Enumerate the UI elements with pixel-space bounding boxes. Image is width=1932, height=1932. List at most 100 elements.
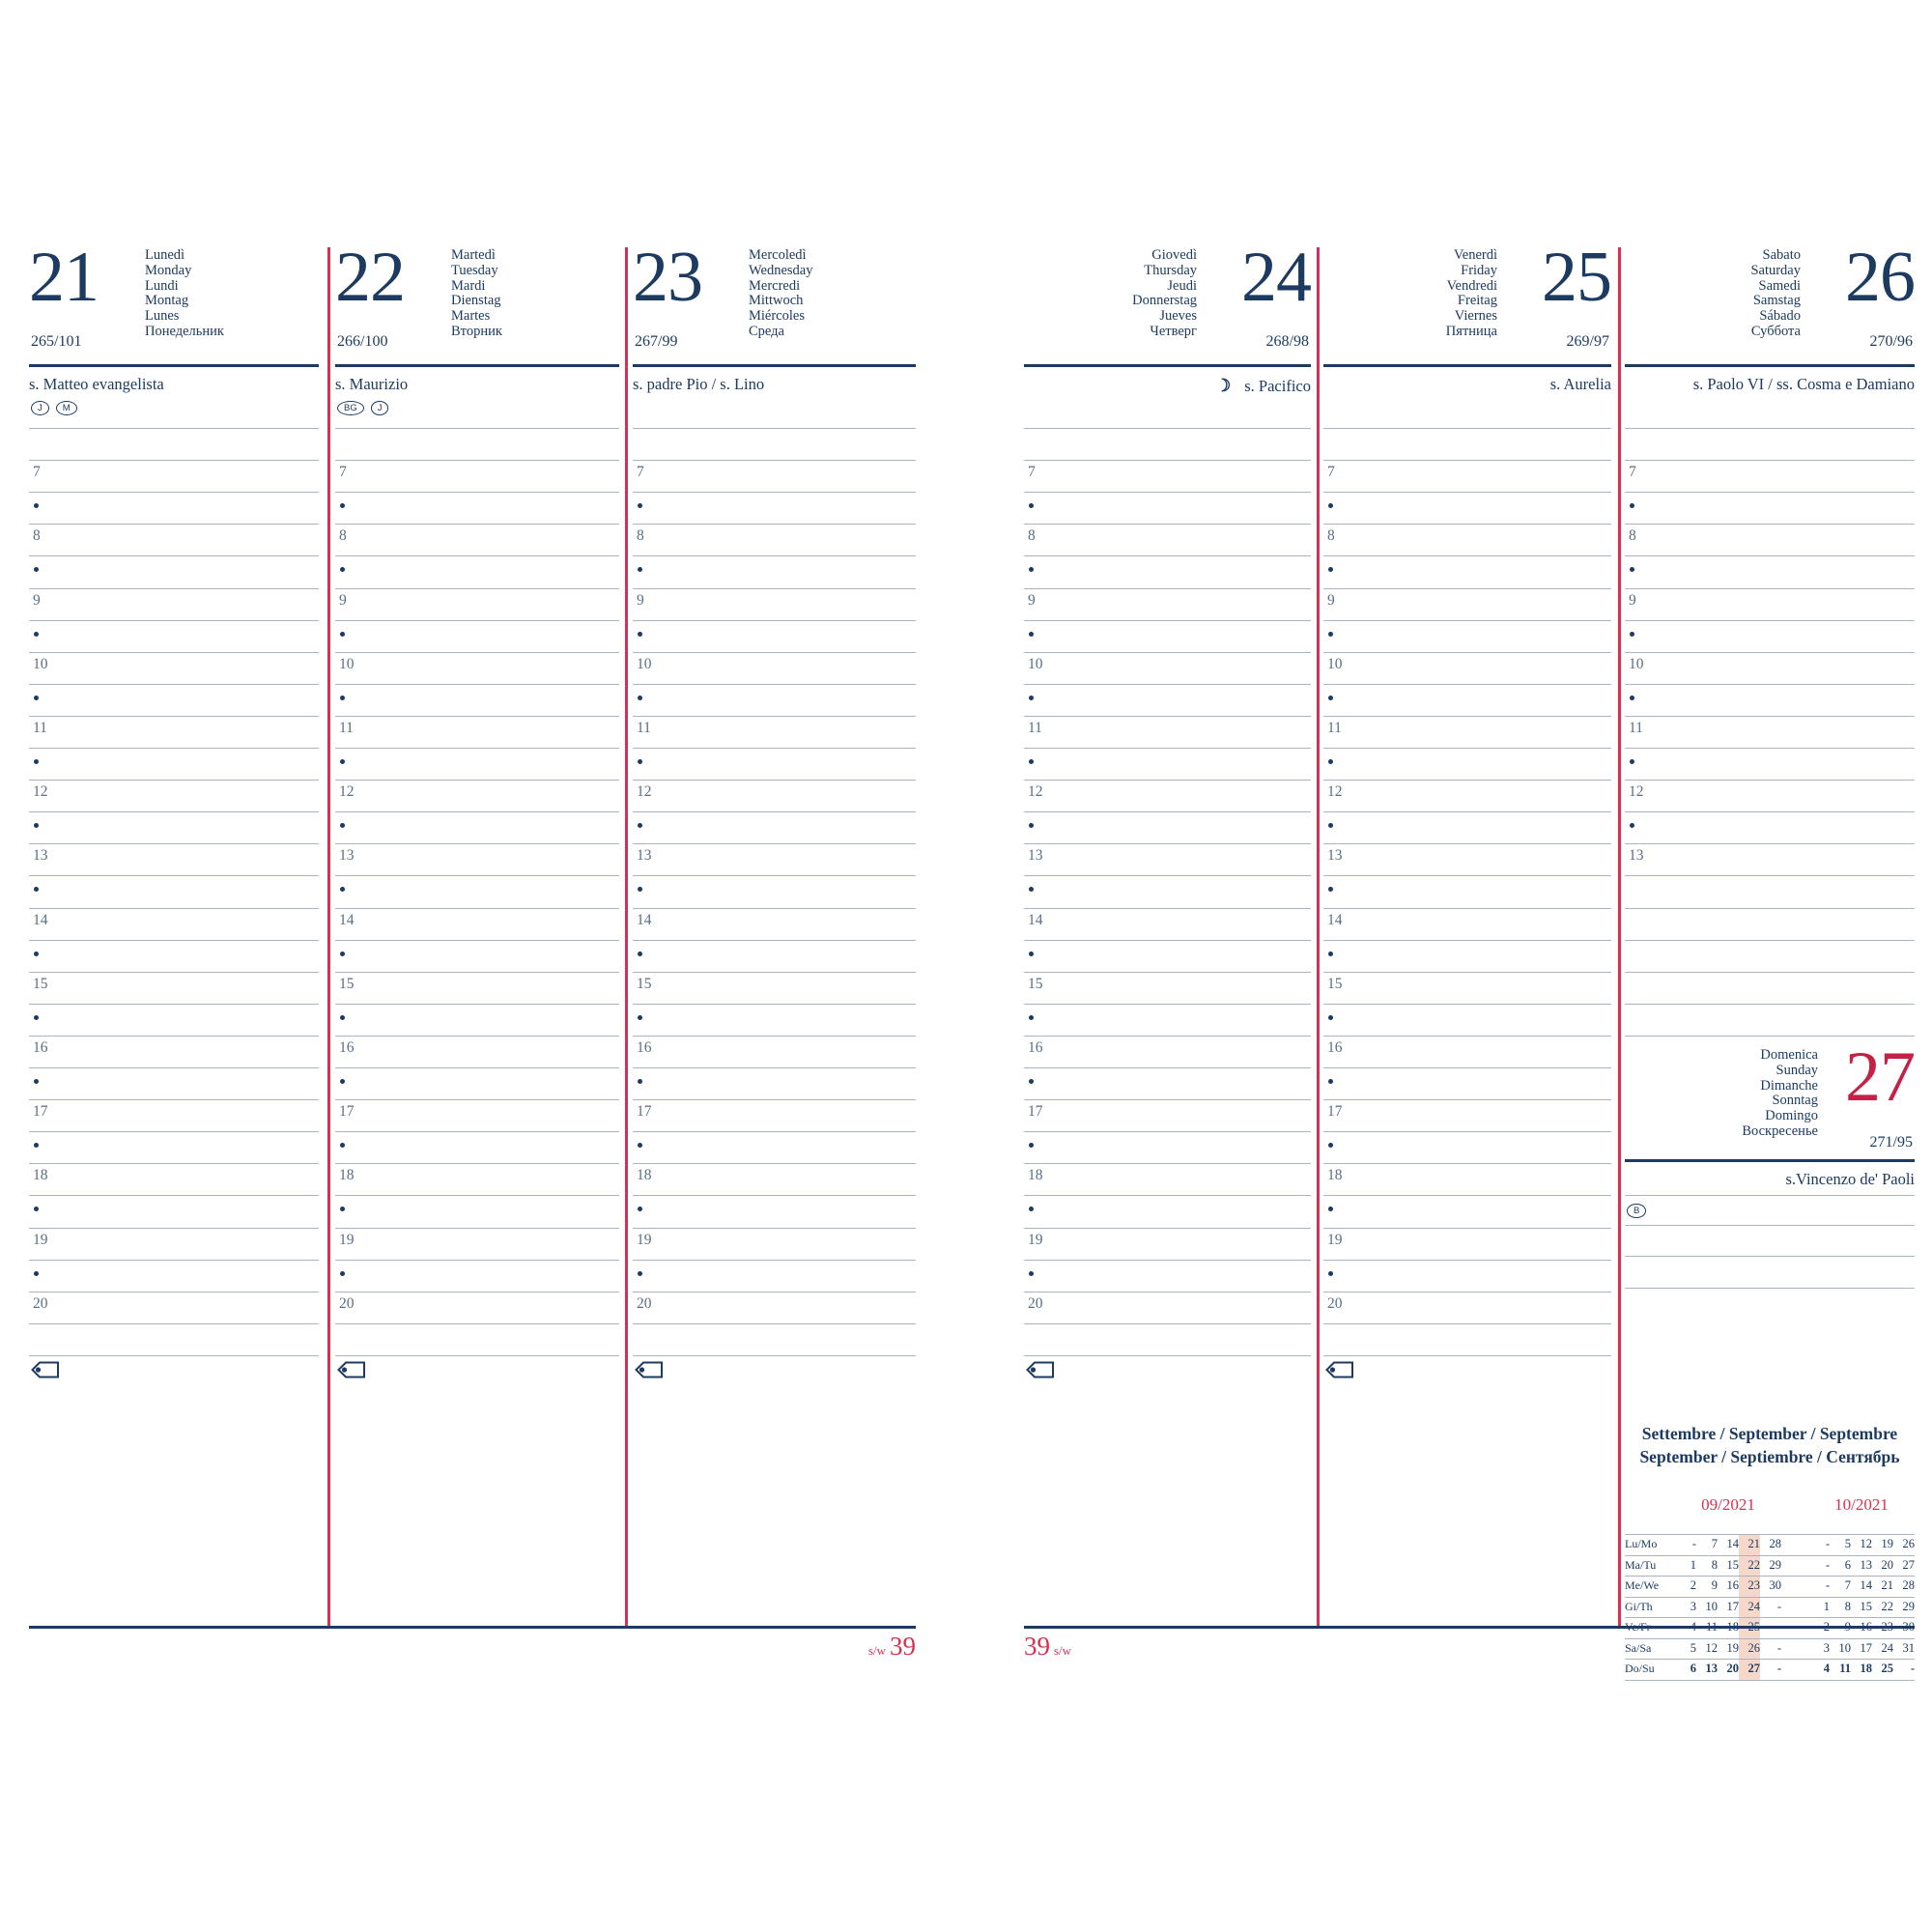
half-hour-dot xyxy=(340,631,345,637)
day-name: Jueves xyxy=(1159,308,1197,325)
mini-calendar-oct-date: 29 xyxy=(1902,1599,1916,1613)
ruled-line xyxy=(1625,907,1915,909)
day-name: Dimanche xyxy=(1760,1077,1818,1094)
mini-calendar-oct-date: 24 xyxy=(1881,1640,1894,1655)
mini-calendar-sep-date: 19 xyxy=(1726,1640,1740,1655)
half-hour-dot xyxy=(1328,759,1333,764)
half-hour-dot xyxy=(34,1079,39,1084)
hour-label: 13 xyxy=(1629,847,1644,865)
day-name: Martedì xyxy=(451,247,496,263)
ruled-line xyxy=(633,748,916,749)
mini-calendar-line xyxy=(1625,1659,1915,1660)
mini-calendar-oct-date: 25 xyxy=(1881,1662,1894,1675)
hour-label: 18 xyxy=(339,1167,355,1184)
hour-label: 7 xyxy=(1327,464,1335,481)
mini-calendar-oct-date: 22 xyxy=(1881,1599,1894,1613)
ruled-line xyxy=(335,875,619,877)
ruled-line xyxy=(1323,715,1611,717)
ruled-line xyxy=(29,971,319,973)
ruled-line xyxy=(335,1099,619,1101)
ruled-line xyxy=(335,428,619,429)
header-rule xyxy=(1625,364,1915,367)
mini-calendar-oct-date: 19 xyxy=(1881,1537,1894,1550)
ruled-line xyxy=(1024,587,1311,589)
day-of-year-code: 265/101 xyxy=(31,333,82,350)
ruled-line xyxy=(1024,811,1311,813)
day-name: Четверг xyxy=(1150,323,1197,339)
hour-label: 18 xyxy=(1028,1167,1043,1184)
hour-label: 20 xyxy=(1327,1294,1343,1312)
ruled-line xyxy=(1323,619,1611,621)
ruled-line xyxy=(1323,939,1611,941)
hour-label: 9 xyxy=(33,591,41,609)
saint-name: s. Matteo evangelista xyxy=(29,375,164,393)
half-hour-dot xyxy=(340,695,345,700)
day-name: Sonntag xyxy=(1772,1093,1818,1109)
day-name: Mercredi xyxy=(749,277,801,294)
ruled-line xyxy=(633,971,916,973)
ruled-line xyxy=(633,683,916,685)
day-name: Tuesday xyxy=(451,262,498,278)
ruled-line xyxy=(1323,1003,1611,1005)
hour-label: 16 xyxy=(339,1038,355,1056)
ruled-line xyxy=(29,1163,319,1165)
saint-name: s. Aurelia xyxy=(1549,375,1611,393)
ruled-line xyxy=(335,1163,619,1165)
ruled-line xyxy=(1323,843,1611,845)
mini-calendar-sep-date: 7 xyxy=(1711,1537,1718,1550)
ruled-line xyxy=(1625,971,1915,973)
ruled-line xyxy=(1625,780,1915,781)
hour-label: 13 xyxy=(1327,847,1343,865)
ruled-line xyxy=(335,1322,619,1324)
ruled-line xyxy=(633,524,916,526)
mini-calendar-oct-date: 20 xyxy=(1881,1557,1894,1572)
right-page-bottom-rule xyxy=(1024,1626,1915,1629)
saint-row: s. Maurizio xyxy=(335,376,619,393)
mini-calendar-sep-date: - xyxy=(1776,1599,1781,1613)
mini-calendar-spacer xyxy=(1781,1576,1808,1597)
ruled-line xyxy=(633,1227,916,1229)
half-hour-dot xyxy=(34,1207,39,1212)
ruled-line xyxy=(1323,1099,1611,1101)
half-hour-dot xyxy=(638,567,642,573)
day-number: 27 xyxy=(1845,1037,1916,1117)
hour-label: 9 xyxy=(1629,591,1636,609)
mini-calendar-sep-date: 3 xyxy=(1690,1599,1696,1613)
hour-label: 13 xyxy=(637,847,652,865)
saint-row: s.Vincenzo de' Paoli xyxy=(1625,1171,1916,1188)
ruled-line xyxy=(29,1131,319,1133)
hour-label: 12 xyxy=(1028,783,1043,801)
hour-label: 20 xyxy=(1028,1294,1043,1312)
ruled-line xyxy=(1024,907,1311,909)
half-hour-dot xyxy=(638,823,642,829)
header-rule xyxy=(1024,364,1311,367)
hour-label: 7 xyxy=(1629,464,1636,481)
week-label: s/w xyxy=(1054,1643,1072,1658)
half-hour-dot xyxy=(1029,567,1034,573)
day-block-27: 27 Domenica Sunday Dimanche Sonntag Domingo Во… xyxy=(1625,0,1916,1739)
ruled-line xyxy=(1323,524,1611,526)
ruled-line xyxy=(1024,683,1311,685)
day-name: Понедельник xyxy=(145,323,224,339)
hour-label: 9 xyxy=(1028,591,1036,609)
calendar-badge: B xyxy=(1627,1204,1647,1218)
ruled-line xyxy=(633,1067,916,1068)
half-hour-dot xyxy=(34,503,39,509)
hour-label: 20 xyxy=(33,1294,48,1312)
half-hour-dot xyxy=(1328,503,1333,509)
day-number: 26 xyxy=(1845,238,1916,317)
tag-icon xyxy=(31,1360,60,1379)
hour-label: 7 xyxy=(339,464,347,481)
ruled-line xyxy=(1024,875,1311,877)
hour-label: 18 xyxy=(1327,1167,1343,1184)
ruled-line xyxy=(1024,460,1311,462)
day-names: Martedì Tuesday Mardi Dienstag Martes Вторник xyxy=(451,247,502,340)
ruled-line xyxy=(1024,1035,1311,1037)
ruled-line xyxy=(1625,715,1915,717)
half-hour-dot xyxy=(638,503,642,509)
ruled-line xyxy=(29,843,319,845)
half-hour-dot xyxy=(1328,951,1333,956)
ruled-line xyxy=(29,1003,319,1005)
ruled-line xyxy=(1323,492,1611,494)
